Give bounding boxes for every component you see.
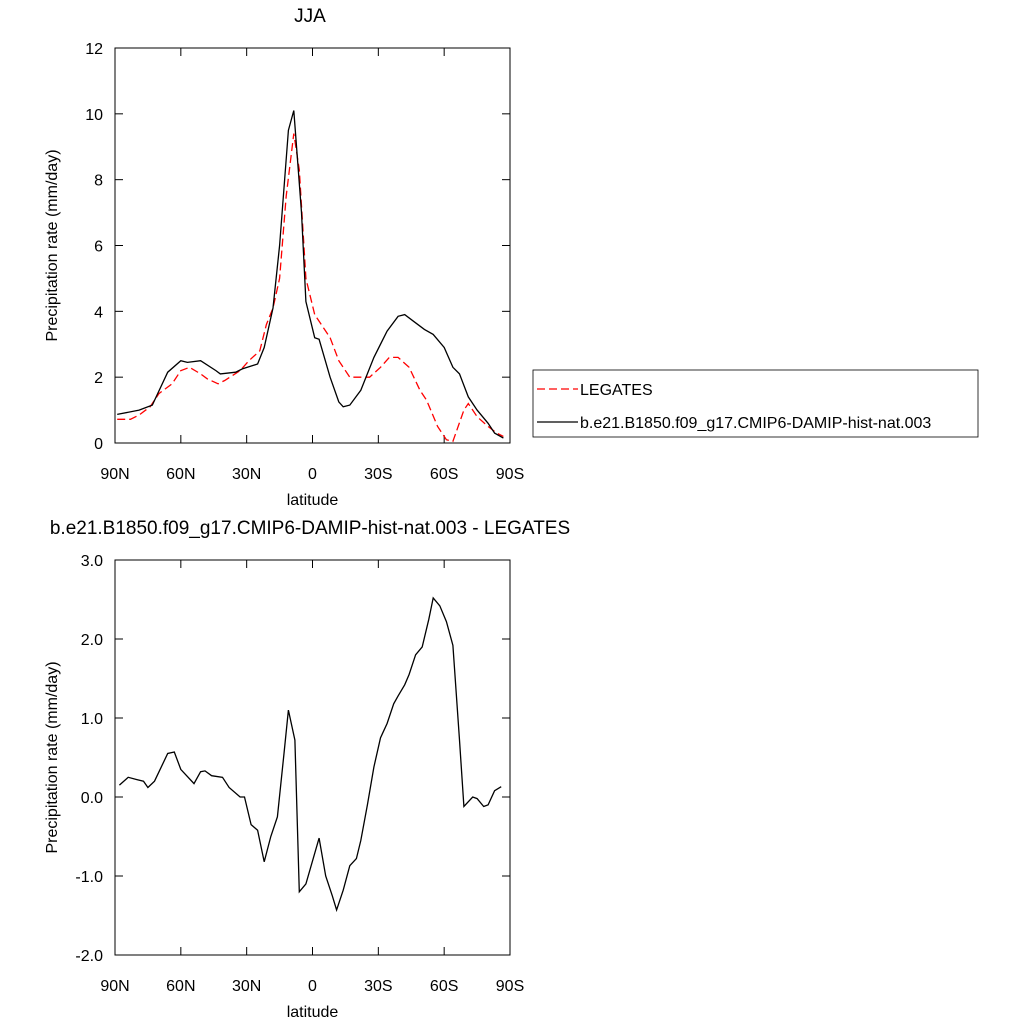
y-tick-label: 2.0 xyxy=(81,632,103,649)
x-tick-label: 30N xyxy=(232,978,261,995)
data-line xyxy=(118,596,502,913)
y-tick-label: 0.0 xyxy=(81,790,103,807)
y-tick-label: 4 xyxy=(94,304,103,321)
x-axis-label: latitude xyxy=(287,492,339,509)
chart-title: JJA xyxy=(294,6,326,27)
x-axis-label: latitude xyxy=(287,1004,339,1021)
x-tick-label: 30S xyxy=(364,466,392,483)
y-tick-label: 3.0 xyxy=(81,553,103,570)
y-tick-label: -1.0 xyxy=(75,869,103,886)
y-tick-label: 2 xyxy=(94,370,103,387)
y-tick-label: 12 xyxy=(85,41,103,58)
x-tick-label: 30N xyxy=(232,466,261,483)
y-tick-label: -2.0 xyxy=(75,948,103,965)
x-tick-label: 90S xyxy=(496,466,524,483)
legend-label: LEGATES xyxy=(580,382,653,399)
legend-frame xyxy=(532,369,979,438)
x-tick-label: 60N xyxy=(166,978,195,995)
legend-label: b.e21.B1850.f09_g17.CMIP6-DAMIP-hist-nat… xyxy=(580,415,931,432)
y-axis-label: Precipitation rate (mm/day) xyxy=(44,149,61,341)
chart-title: b.e21.B1850.f09_g17.CMIP6-DAMIP-hist-nat… xyxy=(50,518,570,539)
x-tick-label: 30S xyxy=(364,978,392,995)
x-tick-label: 90N xyxy=(100,978,129,995)
x-tick-label: 0 xyxy=(308,978,317,995)
data-line xyxy=(117,110,504,439)
x-tick-label: 60S xyxy=(430,978,458,995)
y-tick-label: 10 xyxy=(85,107,103,124)
y-tick-label: 8 xyxy=(94,173,103,190)
x-tick-label: 60N xyxy=(166,466,195,483)
x-tick-label: 0 xyxy=(308,466,317,483)
x-tick-label: 60S xyxy=(430,466,458,483)
data-line xyxy=(117,133,504,443)
y-tick-label: 6 xyxy=(94,239,103,256)
y-tick-label: 0 xyxy=(94,436,103,453)
y-tick-label: 1.0 xyxy=(81,711,103,728)
x-tick-label: 90N xyxy=(100,466,129,483)
y-axis-label: Precipitation rate (mm/day) xyxy=(44,661,61,853)
x-tick-label: 90S xyxy=(496,978,524,995)
